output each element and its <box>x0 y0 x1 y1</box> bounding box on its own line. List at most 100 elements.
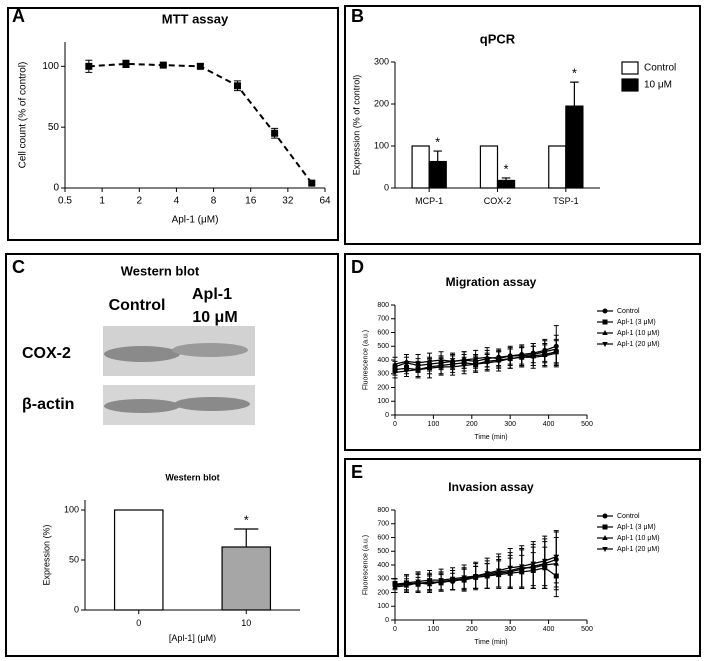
y-tick-label: 500 <box>377 548 389 555</box>
y-tick-label: 50 <box>69 554 79 564</box>
y-tick-label: 200 <box>377 384 389 391</box>
panel-label: C <box>12 257 25 277</box>
y-tick-label: 800 <box>377 302 389 309</box>
x-tick-label: 1 <box>99 196 105 207</box>
marker <box>415 579 421 585</box>
y-tick-label: 500 <box>377 343 389 350</box>
marker <box>518 564 525 570</box>
bar <box>428 160 447 189</box>
y-tick-label: 700 <box>377 521 389 528</box>
blot-title: Western blot <box>121 263 200 278</box>
x-tick-label: MCP-1 <box>415 196 443 206</box>
row-label: β-actin <box>22 396 74 413</box>
y-tick-label: 100 <box>377 398 389 405</box>
legend-marker <box>602 342 608 347</box>
y-tick-label: 0 <box>385 412 389 419</box>
marker <box>553 554 560 560</box>
legend-marker <box>602 524 608 530</box>
y-tick-label: 700 <box>377 316 389 323</box>
legend-label: Control <box>617 308 640 315</box>
panel-label: A <box>12 6 25 26</box>
marker <box>392 583 398 589</box>
error-bar <box>234 528 259 547</box>
chart-title: Invasion assay <box>448 480 534 494</box>
marker <box>507 356 513 362</box>
marker <box>403 369 410 374</box>
marker <box>461 575 467 581</box>
lane-label: Control <box>109 297 166 314</box>
marker <box>438 364 444 370</box>
x-axis-title: Time (min) <box>474 639 507 646</box>
y-axis-title: Expression (%) <box>42 524 52 585</box>
bar <box>479 145 499 189</box>
y-tick-label: 200 <box>377 589 389 596</box>
legend-marker <box>602 513 608 519</box>
legend-marker <box>602 535 608 540</box>
x-tick-label: COX-2 <box>484 196 512 206</box>
x-tick-label: 0.5 <box>58 196 72 207</box>
y-tick-label: 400 <box>377 357 389 364</box>
marker <box>426 366 433 372</box>
y-tick-label: 100 <box>64 504 79 514</box>
marker <box>495 359 502 365</box>
y-tick-label: 50 <box>48 122 60 133</box>
x-axis-title: Apl-1 (μM) <box>172 215 219 226</box>
bar <box>565 105 584 189</box>
error-bar <box>501 177 511 181</box>
blot-band <box>172 343 248 357</box>
x-tick-label: 4 <box>174 196 180 207</box>
bar <box>221 546 272 611</box>
annotation: * <box>572 66 577 81</box>
legend-label: Apl-1 (10 μM) <box>617 330 660 337</box>
marker <box>530 355 536 361</box>
blot-band <box>104 399 180 413</box>
legend-label: Apl-1 (20 μM) <box>617 341 660 348</box>
legend-swatch <box>621 78 639 92</box>
x-tick-label: 300 <box>504 421 516 428</box>
panel-frame <box>344 458 701 657</box>
y-tick-label: 0 <box>384 182 389 192</box>
x-tick-label: 400 <box>543 626 555 633</box>
y-tick-label: 0 <box>53 183 59 194</box>
marker <box>271 129 279 137</box>
legend-label: 10 μM <box>644 80 672 91</box>
marker <box>472 574 479 579</box>
annotation: * <box>435 134 440 149</box>
marker <box>415 367 421 373</box>
y-tick-label: 300 <box>377 576 389 583</box>
panel-frame <box>344 5 701 245</box>
marker <box>495 568 502 574</box>
x-tick-label: 200 <box>466 626 478 633</box>
panel-frame <box>7 7 339 241</box>
bar <box>113 509 164 611</box>
y-tick-label: 100 <box>42 61 59 72</box>
chart-title: qPCR <box>480 31 516 46</box>
marker <box>233 82 241 90</box>
legend-marker <box>602 319 608 325</box>
y-tick-label: 600 <box>377 329 389 336</box>
panel-frame <box>344 253 701 451</box>
marker <box>553 351 560 357</box>
x-tick-label: 200 <box>466 421 478 428</box>
y-axis-title: Expression (% of control) <box>352 75 362 176</box>
x-tick-label: 100 <box>428 626 440 633</box>
marker <box>530 561 536 567</box>
x-tick-label: 64 <box>319 196 331 207</box>
x-tick-label: 300 <box>504 626 516 633</box>
annotation: * <box>504 161 509 176</box>
y-tick-label: 200 <box>374 98 389 108</box>
legend-marker <box>602 547 608 552</box>
y-tick-label: 300 <box>377 371 389 378</box>
y-tick-label: 600 <box>377 534 389 541</box>
marker <box>449 364 456 370</box>
legend-label: Apl-1 (3 μM) <box>617 524 656 531</box>
error-bar <box>570 81 579 107</box>
y-tick-label: 0 <box>74 604 79 614</box>
marker <box>122 60 130 68</box>
chart-title: Western blot <box>165 472 219 482</box>
legend-label: Apl-1 (20 μM) <box>617 546 660 553</box>
bar <box>496 179 516 189</box>
legend-swatch <box>621 61 639 75</box>
lane-label: Apl-1 <box>192 286 232 303</box>
